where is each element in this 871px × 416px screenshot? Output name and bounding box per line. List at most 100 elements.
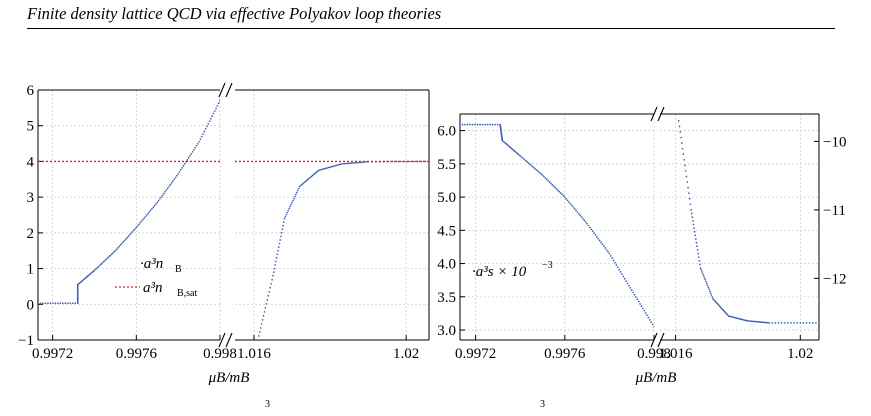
x-tick-label: 0.998 <box>637 346 671 362</box>
data-point <box>705 280 707 283</box>
data-point <box>476 123 479 126</box>
data-point <box>577 212 580 215</box>
data-point <box>206 125 208 128</box>
data-point <box>589 226 591 229</box>
data-point <box>416 160 419 163</box>
data-point <box>628 284 630 287</box>
y-tick-label: 5 <box>27 119 35 135</box>
data-point <box>702 273 704 275</box>
data-point <box>153 204 156 207</box>
data-point <box>637 300 640 303</box>
data-point <box>575 209 577 212</box>
data-point <box>504 142 507 145</box>
data-point <box>352 162 355 164</box>
data-point <box>161 194 164 197</box>
data-point <box>127 235 130 238</box>
data-point <box>533 167 535 169</box>
data-point <box>639 303 641 305</box>
data-point <box>277 246 280 248</box>
data-point <box>267 294 270 297</box>
data-point <box>508 145 510 148</box>
data-point <box>750 320 753 323</box>
data-point <box>136 225 139 227</box>
data-point <box>140 220 143 223</box>
data-point <box>174 176 177 179</box>
data-point <box>320 168 323 171</box>
data-point <box>257 335 260 337</box>
data-point <box>148 211 151 213</box>
data-point <box>327 166 330 169</box>
data-point <box>160 196 163 198</box>
data-point <box>100 263 102 266</box>
y-tick-label: 3.5 <box>437 290 456 306</box>
data-point <box>762 321 765 324</box>
data-point <box>42 302 44 305</box>
legend-label-nB: ·a³n <box>140 256 163 272</box>
data-point <box>98 264 101 267</box>
data-point <box>397 160 400 163</box>
data-point <box>326 167 329 169</box>
data-point <box>802 322 805 324</box>
data-point <box>294 195 296 198</box>
data-point <box>117 246 119 249</box>
data-point <box>635 296 637 298</box>
data-point <box>699 267 702 269</box>
data-point <box>636 298 639 301</box>
data-point <box>503 141 506 144</box>
data-point <box>632 291 634 294</box>
data-point <box>708 288 710 291</box>
data-point <box>534 168 537 170</box>
data-point <box>144 215 147 218</box>
data-point <box>47 302 49 305</box>
data-point <box>586 222 588 225</box>
data-point <box>758 321 761 323</box>
data-point <box>343 162 346 165</box>
data-point <box>561 193 563 196</box>
data-point <box>225 89 227 91</box>
x-tick-label: 1.02 <box>787 346 813 362</box>
data-point <box>682 153 685 156</box>
data-point <box>177 173 180 175</box>
data-point <box>259 327 262 329</box>
data-point <box>166 187 169 190</box>
data-point <box>700 269 703 271</box>
data-point <box>340 163 343 165</box>
data-point <box>279 239 282 241</box>
data-point <box>147 212 149 215</box>
data-point <box>323 167 326 170</box>
left-y-ticks: −1 0 1 2 3 4 5 6 <box>18 83 43 349</box>
data-point <box>152 206 155 209</box>
y-tick-label: 5.5 <box>437 157 456 173</box>
series-0 <box>460 123 654 328</box>
data-point <box>309 176 312 179</box>
data-point <box>704 278 707 281</box>
data-point <box>516 152 518 154</box>
data-point <box>202 133 204 135</box>
data-point <box>777 322 780 324</box>
data-point <box>765 321 768 324</box>
data-point <box>572 206 575 208</box>
y-tick-label: 3.0 <box>437 323 456 339</box>
data-point <box>604 247 607 249</box>
data-point <box>74 302 77 305</box>
data-point <box>292 199 294 202</box>
data-point <box>609 255 612 257</box>
data-point <box>39 302 42 305</box>
data-point <box>223 94 225 96</box>
data-point <box>110 253 113 256</box>
data-point <box>134 228 136 230</box>
data-point <box>334 164 337 167</box>
data-point <box>355 161 358 164</box>
data-point <box>684 164 686 167</box>
data-point <box>183 163 186 165</box>
data-point <box>692 219 694 222</box>
data-point <box>156 201 159 204</box>
panel-right: 3.03.54.04.55.05.56.0 −10−11−12 0.9972 0.… <box>437 106 846 386</box>
data-point <box>130 232 132 235</box>
data-point <box>71 302 74 305</box>
data-point <box>278 242 281 245</box>
data-point <box>277 249 279 252</box>
data-point <box>289 205 292 208</box>
legend-sub-nB: B <box>175 264 182 275</box>
x-tick-label: 1.02 <box>393 346 419 362</box>
